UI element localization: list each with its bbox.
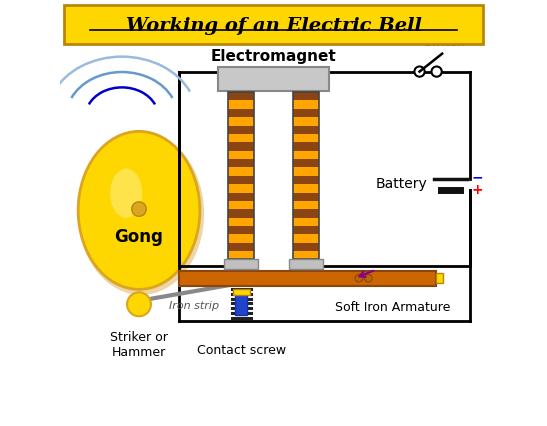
Bar [233, 289, 250, 296]
Text: Working of an Electric Bell: Working of an Electric Bell [126, 17, 421, 35]
Bar [293, 93, 319, 101]
Bar [228, 93, 254, 260]
Bar [436, 273, 444, 284]
Bar [293, 135, 319, 143]
Circle shape [432, 67, 442, 78]
Text: Battery: Battery [375, 177, 427, 191]
Bar [228, 126, 254, 135]
Bar [64, 6, 483, 45]
Bar [298, 93, 314, 260]
Text: Striker or
Hammer: Striker or Hammer [110, 330, 168, 358]
Bar [293, 168, 319, 176]
Ellipse shape [110, 169, 142, 219]
Bar [228, 251, 254, 260]
Bar [293, 151, 319, 160]
Bar [233, 93, 249, 260]
Bar [289, 260, 323, 269]
Text: Electromagnet: Electromagnet [211, 49, 336, 64]
Bar [293, 101, 319, 109]
Bar [228, 160, 254, 168]
Bar [228, 151, 254, 160]
Bar [228, 193, 254, 201]
Bar [228, 210, 254, 218]
Bar [228, 93, 254, 101]
Bar [236, 295, 247, 315]
Bar [218, 68, 329, 92]
Circle shape [364, 275, 372, 282]
Bar [224, 260, 258, 269]
Text: Contact screw: Contact screw [197, 343, 286, 356]
Bar [293, 126, 319, 135]
Text: Soft Iron Armature: Soft Iron Armature [335, 300, 451, 313]
Bar [293, 210, 319, 218]
Bar [179, 271, 436, 286]
Bar [228, 135, 254, 143]
Bar [228, 176, 254, 185]
Ellipse shape [78, 133, 204, 295]
Bar [228, 218, 254, 227]
Bar [293, 218, 319, 227]
Bar [293, 185, 319, 193]
Text: +: + [471, 183, 483, 197]
Bar [228, 201, 254, 210]
Bar [228, 118, 254, 126]
Bar [228, 143, 254, 151]
Bar [293, 109, 319, 118]
Text: −: − [471, 170, 483, 184]
Text: Switch: Switch [423, 36, 464, 49]
Bar [293, 201, 319, 210]
Circle shape [355, 275, 363, 282]
Bar [293, 227, 319, 235]
Circle shape [132, 202, 146, 217]
Bar [293, 193, 319, 201]
Bar [293, 243, 319, 251]
Bar [293, 251, 319, 260]
Ellipse shape [78, 132, 200, 290]
Bar [228, 235, 254, 243]
Bar [228, 109, 254, 118]
Bar [228, 227, 254, 235]
Bar [228, 185, 254, 193]
Text: Gong: Gong [114, 227, 164, 245]
Bar [293, 118, 319, 126]
Bar [228, 168, 254, 176]
Bar [293, 176, 319, 185]
Circle shape [415, 67, 424, 78]
Bar [228, 101, 254, 109]
Text: Iron strip: Iron strip [170, 300, 219, 310]
Circle shape [127, 293, 151, 317]
Bar [293, 235, 319, 243]
Bar [228, 243, 254, 251]
Bar [293, 143, 319, 151]
Bar [293, 93, 319, 260]
Bar [293, 160, 319, 168]
